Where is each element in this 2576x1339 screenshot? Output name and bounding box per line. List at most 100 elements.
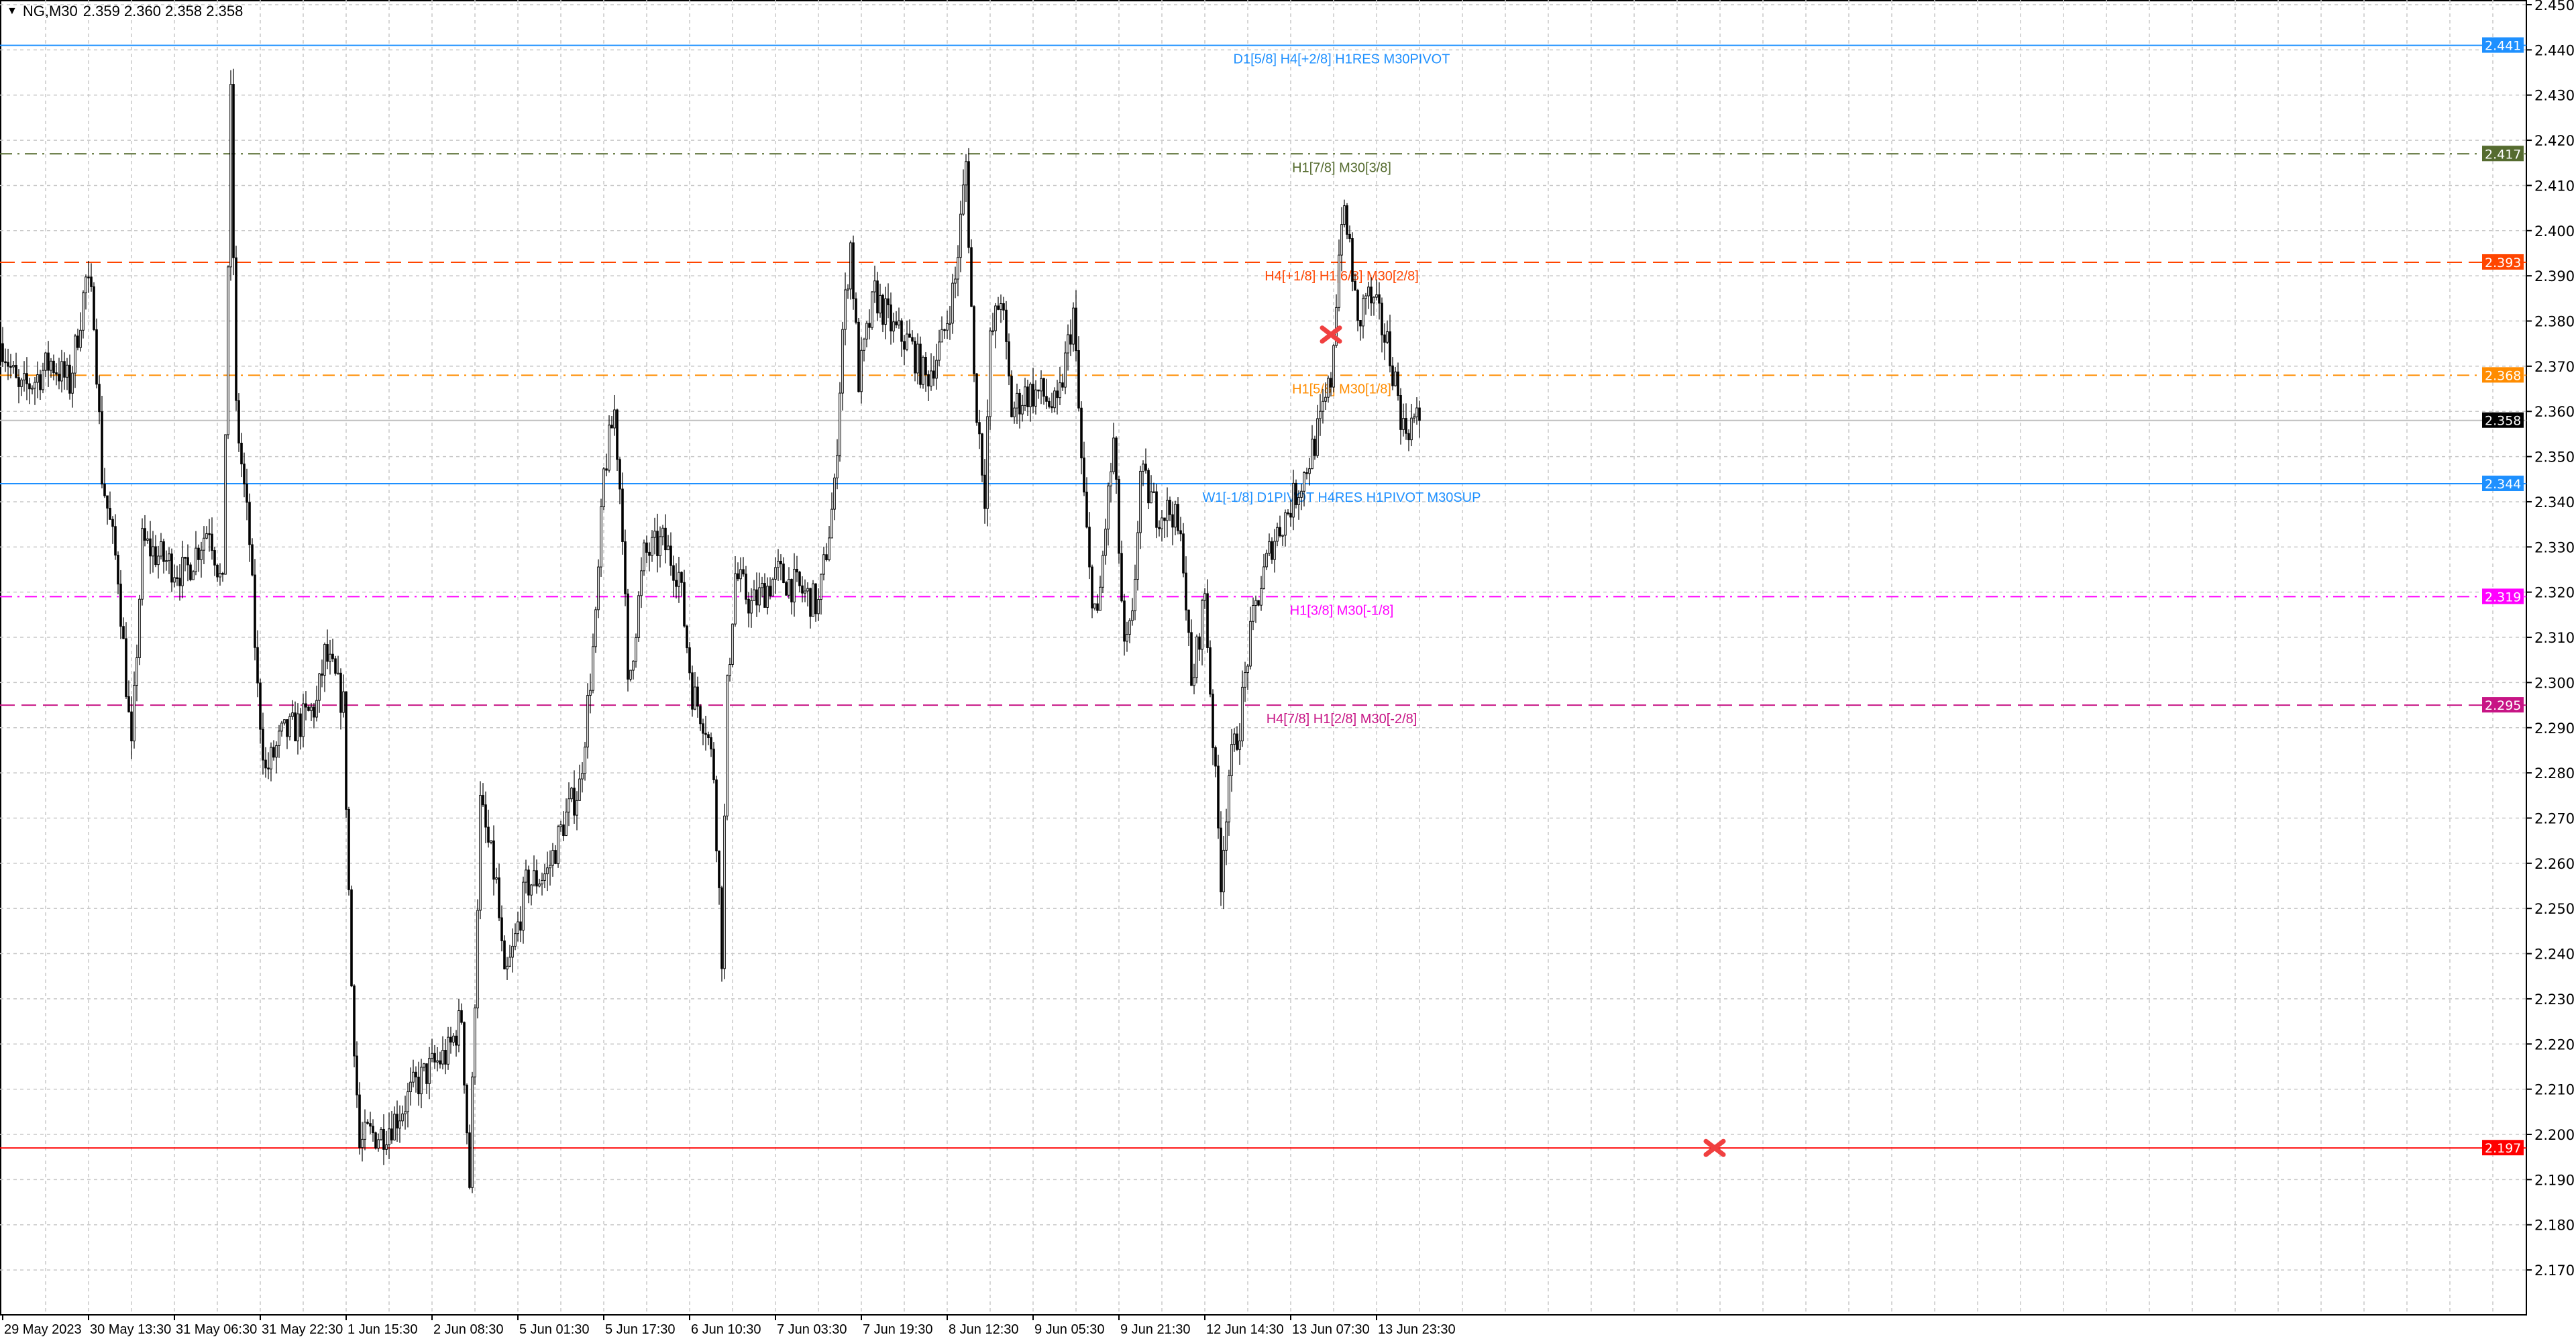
candle-body [857, 321, 860, 392]
candle-body [208, 533, 211, 535]
candle [1249, 606, 1252, 670]
candle-body [1391, 365, 1394, 386]
candle-body [997, 305, 1000, 310]
candle [570, 786, 573, 802]
candle [895, 311, 898, 329]
candle-body [927, 374, 930, 386]
candle [288, 713, 291, 741]
candle-body [25, 373, 28, 384]
candle [922, 355, 924, 389]
candle [1300, 484, 1303, 511]
candle [184, 556, 186, 572]
candle [522, 876, 525, 944]
candle [699, 704, 702, 731]
candle [466, 1083, 468, 1144]
candle [763, 573, 766, 608]
candle [1319, 394, 1322, 436]
candle-body [691, 672, 694, 710]
candle-body [1037, 389, 1040, 392]
candle-body [189, 564, 192, 580]
candle-body [801, 585, 804, 594]
y-tick-label: 2.380 [2534, 314, 2575, 330]
x-tick-label: 7 Jun 19:30 [863, 1322, 933, 1337]
candle [243, 452, 246, 498]
level-label: W1[-1/8] D1PIVOT H4RES H1PIVOT M30SUP [1203, 490, 1481, 505]
candle-body [1067, 334, 1069, 354]
y-tick-label: 2.390 [2534, 268, 2575, 284]
candle [627, 588, 629, 692]
candle-body [1032, 384, 1034, 407]
candle-body [98, 384, 101, 413]
level-price-tag [2482, 412, 2524, 428]
candle-body [847, 288, 849, 290]
candle [82, 290, 85, 339]
candle [1281, 534, 1284, 546]
candle [170, 548, 173, 592]
candle-body [1147, 470, 1150, 504]
candle [315, 686, 318, 722]
candle-body [492, 840, 495, 880]
candle-body [758, 587, 761, 606]
candle-body [839, 392, 841, 456]
candle [651, 530, 653, 562]
candle-body [930, 370, 932, 386]
candle-body [68, 364, 71, 394]
candle [938, 329, 941, 367]
candle-body [804, 590, 806, 594]
candle-body [1024, 386, 1026, 406]
candle-body [600, 506, 602, 568]
candle [1287, 509, 1289, 516]
candle-body [895, 321, 898, 325]
candle-body [369, 1123, 372, 1127]
candle-body [766, 586, 769, 608]
level-label: H4[7/8] H1[2/8] M30[-2/8] [1267, 712, 1417, 727]
candle-body [34, 382, 36, 388]
candle [50, 358, 52, 378]
candle [729, 657, 731, 682]
candle [1107, 482, 1110, 546]
candle [1375, 279, 1378, 301]
candle-body [425, 1063, 428, 1084]
candle [750, 588, 753, 628]
candle [28, 377, 31, 405]
candle-body [1018, 392, 1021, 415]
candle [758, 572, 761, 612]
candle-body [790, 579, 793, 602]
candle-body [237, 400, 240, 443]
candle-body [372, 1126, 374, 1134]
candle [927, 370, 930, 402]
candle-body [1220, 827, 1222, 893]
candle [1233, 728, 1236, 752]
candle [844, 272, 847, 345]
triangle-down-icon[interactable]: ▼ [7, 5, 17, 17]
candle-body [922, 357, 924, 385]
candle [232, 68, 235, 276]
candle-body [1263, 566, 1265, 589]
x-tick-label: 8 Jun 12:30 [949, 1322, 1019, 1337]
candle [771, 577, 774, 597]
candle-body [667, 545, 669, 551]
candle-body [136, 657, 138, 686]
candle-body [549, 865, 551, 869]
candle [119, 570, 122, 639]
candle [766, 577, 769, 614]
candle-body [653, 531, 656, 538]
candle [1297, 490, 1300, 520]
ohlc-readout: 2.359 2.360 2.358 2.358 [83, 3, 244, 19]
candle-body [205, 533, 208, 539]
candle [267, 752, 270, 780]
candle [1187, 609, 1190, 647]
candle [358, 1082, 361, 1155]
candle [205, 526, 208, 539]
candle [259, 678, 262, 744]
candle-body [919, 343, 922, 385]
candle [1, 327, 4, 367]
candle-body [95, 329, 98, 385]
candle-body [747, 598, 750, 614]
candle-body [849, 242, 852, 290]
x-tick-label: 6 Jun 10:30 [691, 1322, 761, 1337]
candle-body [820, 574, 822, 600]
candle-body [533, 870, 535, 886]
y-tick-label: 2.170 [2534, 1263, 2575, 1279]
